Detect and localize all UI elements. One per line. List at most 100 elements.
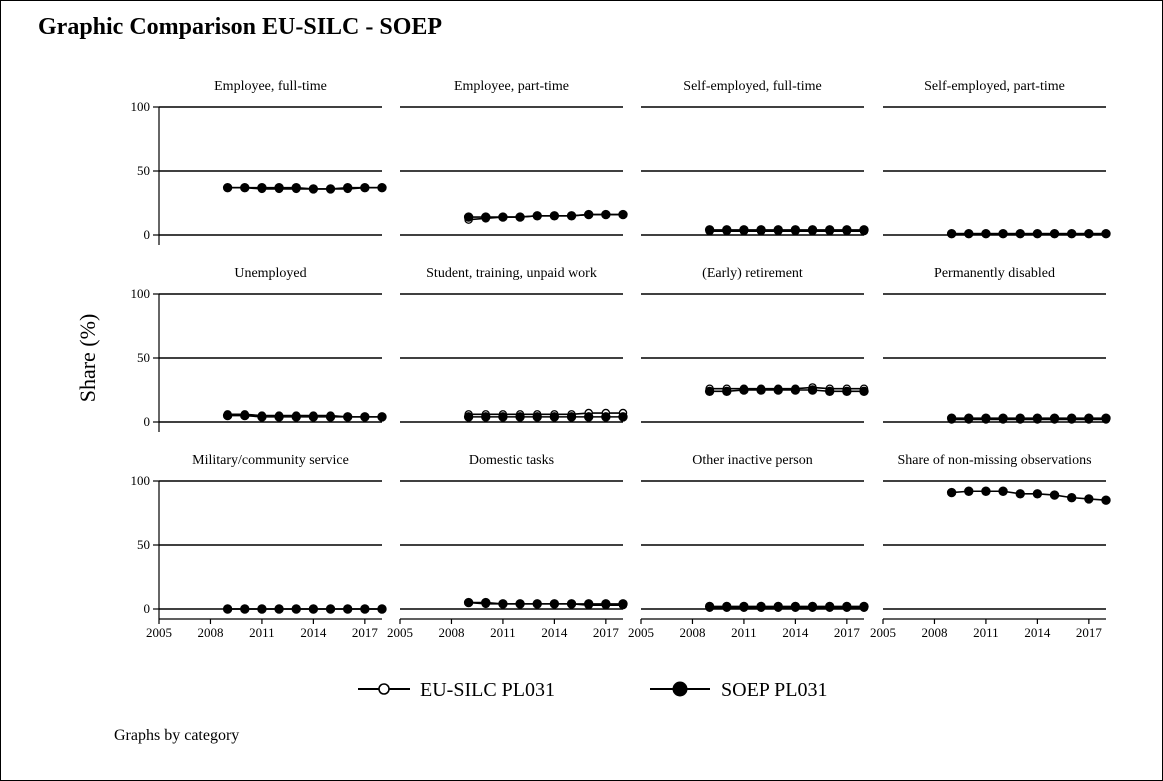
data-point-soep — [498, 599, 508, 609]
data-point-soep — [964, 229, 974, 239]
panel-title: Unemployed — [234, 266, 306, 281]
series-line-soep — [227, 414, 382, 418]
data-point-soep — [222, 182, 233, 193]
data-point-soep — [1066, 492, 1077, 503]
data-point-soep — [274, 604, 284, 614]
x-tick-label: 2014 — [300, 625, 327, 640]
data-point-soep — [1032, 413, 1043, 423]
data-point-soep — [240, 182, 250, 193]
x-tick-label: 2011 — [973, 625, 999, 640]
y-tick-label: 100 — [131, 99, 151, 114]
legend-label-soep: SOEP PL031 — [721, 679, 828, 701]
data-point-soep — [722, 386, 732, 396]
data-point-soep — [532, 599, 542, 609]
data-point-soep — [601, 209, 611, 220]
data-point-soep — [532, 211, 542, 221]
data-point-soep — [515, 212, 525, 222]
data-point-soep — [463, 597, 474, 608]
x-tick-label: 2008 — [438, 625, 464, 640]
x-tick-label: 2011 — [490, 625, 516, 640]
x-tick-label: 2005 — [628, 625, 654, 640]
data-point-soep — [807, 601, 818, 612]
y-tick-label: 0 — [144, 414, 151, 429]
data-point-soep — [1049, 413, 1060, 423]
data-point-soep — [773, 225, 783, 235]
x-tick-label: 2014 — [782, 625, 809, 640]
data-point-soep — [618, 412, 628, 422]
y-tick-label: 100 — [131, 473, 151, 488]
data-point-soep — [257, 182, 267, 193]
data-point-soep — [790, 601, 801, 612]
panel-title: Domestic tasks — [469, 453, 554, 468]
data-point-soep — [325, 604, 336, 614]
data-point-soep — [1049, 490, 1060, 500]
panel-title: Share of non-missing observations — [897, 453, 1091, 468]
data-point-soep — [981, 413, 991, 423]
data-point-soep — [481, 597, 491, 608]
panel-title: Employee, full-time — [214, 79, 327, 94]
panel-title: Self-employed, full-time — [683, 79, 821, 94]
data-point-soep — [566, 211, 577, 221]
data-point-soep — [722, 225, 732, 235]
data-point-soep — [549, 599, 560, 609]
data-point-soep — [756, 225, 766, 235]
data-point-soep — [1015, 413, 1025, 423]
data-point-soep — [515, 412, 525, 422]
data-point-soep — [756, 601, 766, 612]
data-point-soep — [756, 385, 766, 395]
data-point-soep — [1049, 229, 1060, 239]
data-point-soep — [549, 412, 560, 422]
data-point-soep — [583, 209, 594, 220]
data-point-soep — [739, 225, 749, 235]
data-point-soep — [583, 412, 594, 422]
data-point-soep — [308, 184, 319, 194]
y-tick-label: 100 — [131, 286, 151, 301]
x-tick-label: 2011 — [249, 625, 275, 640]
data-point-soep — [498, 412, 508, 422]
data-point-soep — [807, 225, 818, 235]
series-line-eu-silc — [709, 386, 864, 390]
x-tick-label: 2017 — [834, 625, 861, 640]
data-point-soep — [618, 209, 628, 220]
data-point-soep — [515, 599, 525, 609]
data-point-soep — [1101, 413, 1111, 423]
data-point-soep — [842, 225, 852, 235]
data-point-soep — [1084, 494, 1094, 504]
data-point-soep — [342, 604, 353, 614]
x-tick-label: 2005 — [146, 625, 172, 640]
x-tick-label: 2017 — [1076, 625, 1103, 640]
data-point-soep — [222, 604, 233, 614]
data-point-soep — [704, 386, 715, 396]
data-point-soep — [360, 604, 370, 614]
data-point-soep — [946, 229, 957, 239]
data-point-soep — [1101, 229, 1111, 239]
data-point-soep — [498, 212, 508, 222]
data-point-soep — [342, 182, 353, 193]
data-point-soep — [859, 225, 869, 235]
x-tick-label: 2017 — [593, 625, 620, 640]
x-tick-label: 2005 — [387, 625, 413, 640]
data-point-soep — [291, 604, 301, 614]
data-point-soep — [222, 410, 233, 421]
data-point-soep — [601, 412, 611, 422]
data-point-soep — [722, 601, 732, 612]
y-tick-label: 0 — [144, 601, 151, 616]
data-point-soep — [842, 386, 852, 396]
data-point-soep — [790, 225, 801, 235]
data-point-soep — [773, 385, 783, 395]
data-point-soep — [1066, 413, 1077, 423]
x-tick-label: 2008 — [921, 625, 947, 640]
page-title: Graphic Comparison EU-SILC - SOEP — [38, 14, 443, 40]
data-point-soep — [704, 225, 715, 235]
panel-title: Employee, part-time — [454, 79, 569, 94]
data-point-soep — [1066, 229, 1077, 239]
y-tick-label: 0 — [144, 227, 151, 242]
data-point-soep — [998, 413, 1008, 423]
data-point-soep — [1101, 495, 1111, 505]
data-point-soep — [291, 182, 301, 193]
data-point-soep — [824, 225, 835, 235]
data-point-soep — [240, 604, 250, 614]
panel-title: (Early) retirement — [702, 266, 803, 281]
data-point-soep — [377, 412, 387, 422]
